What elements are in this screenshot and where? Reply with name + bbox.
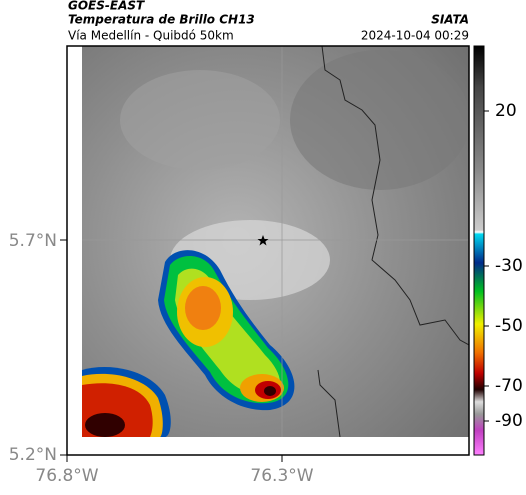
satellite-image	[82, 46, 469, 437]
colorbar-label: -70	[495, 376, 523, 396]
lat-label: 5.2°N	[9, 445, 57, 465]
colorbar-label: -50	[495, 316, 523, 336]
timestamp: 2024-10-04 00:29	[361, 29, 469, 43]
lon-label: 76.8°W	[35, 466, 98, 486]
colorbar-label: -30	[495, 256, 523, 276]
lat-label: 5.7°N	[9, 231, 57, 251]
colorbar-label: 20	[495, 101, 517, 121]
product: Temperatura de Brillo CH13	[68, 13, 255, 27]
colorbar-ticks	[484, 110, 489, 422]
colorbar	[473, 45, 485, 456]
lon-label: 76.3°W	[250, 466, 313, 486]
agency: SIATA	[431, 13, 469, 27]
map-frame	[66, 45, 470, 456]
colorbar-label: -90	[495, 411, 523, 431]
route: Vía Medellín - Quibdó 50km	[68, 29, 234, 43]
source: GOES-EAST	[68, 0, 145, 13]
